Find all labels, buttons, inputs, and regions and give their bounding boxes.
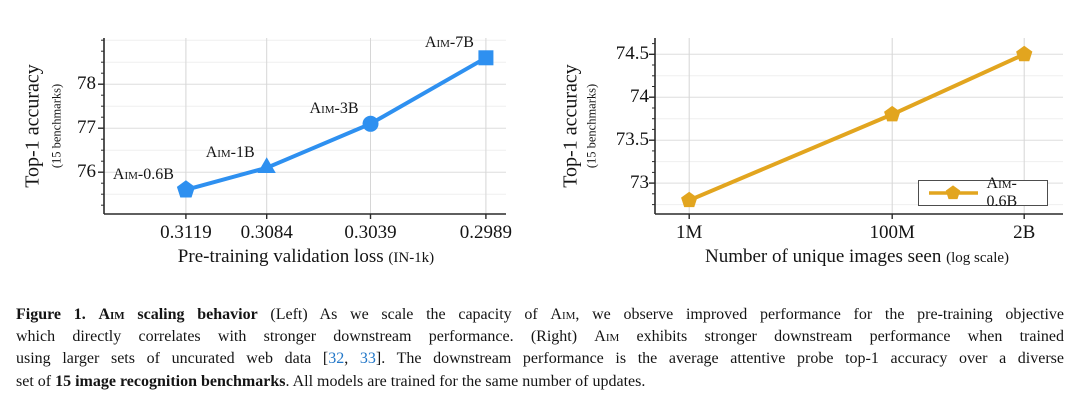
caption-text: 15 image recognition benchmarks <box>55 372 286 390</box>
caption-line: which directly correlates with stronger … <box>16 326 1064 348</box>
data-line <box>183 55 488 192</box>
caption-text: , we observe improved performance for th… <box>575 306 1065 323</box>
caption-text: Figure 1. <box>16 306 99 323</box>
x-tick-label: 0.3084 <box>240 222 293 243</box>
data-point-marker <box>176 180 195 198</box>
left-x-axis-label: Pre-training validation loss (IN-1k) <box>178 246 434 268</box>
x-tick-label: 2B <box>1013 222 1036 243</box>
data-point-marker <box>478 50 494 66</box>
caption-line: set of 15 image recognition benchmarks. … <box>16 371 1064 393</box>
citation-link[interactable]: 33 <box>359 350 376 368</box>
data-point-marker <box>884 105 901 122</box>
point-label: Aim-0.6B <box>112 165 174 183</box>
caption-text: Aim <box>550 306 576 323</box>
data-point-marker <box>681 191 698 208</box>
figure-caption: Figure 1. Aim scaling behavior (Left) As… <box>16 304 1064 393</box>
caption-text: Aim <box>594 328 620 346</box>
caption-text: using larger sets of uncurated web data … <box>16 350 329 368</box>
data-line <box>687 52 1027 203</box>
y-tick-label: 74.5 <box>615 43 649 65</box>
caption-text: , <box>344 350 360 368</box>
legend-box: Aim-0.6B <box>918 175 1048 210</box>
right-x-axis-label-text: Number of unique images seen <box>704 246 942 267</box>
data-point-marker <box>362 115 379 132</box>
right-y-axis-label: Top-1 accuracy <box>559 64 582 188</box>
legend-line-marker-icon <box>929 185 978 200</box>
caption-line: using larger sets of uncurated web data … <box>16 348 1064 370</box>
caption-text: Aim <box>98 306 125 323</box>
x-tick-label: 0.3119 <box>160 222 212 243</box>
caption-text: exhibits stronger downstream performance… <box>619 328 1064 346</box>
left-x-axis-label-text: Pre-training validation loss <box>177 246 384 267</box>
caption-text: . All models are trained for the same nu… <box>285 372 646 390</box>
data-point-marker <box>945 185 961 200</box>
caption-text: (Left) As we scale the capacity of <box>257 306 551 323</box>
right-x-axis-label-note: (log scale) <box>946 250 1010 266</box>
caption-text: ]. The downstream performance is the ave… <box>375 350 1065 368</box>
right-x-axis-label: Number of unique images seen (log scale) <box>705 246 1009 268</box>
right-y-axis-sublabel: (15 benchmarks) <box>584 83 599 169</box>
caption-text: set of <box>16 372 56 390</box>
x-tick-label: 0.3039 <box>344 222 397 243</box>
data-point-marker <box>1016 45 1033 62</box>
left-x-axis-label-note: (IN-1k) <box>388 250 435 266</box>
point-label: Aim-3B <box>309 99 359 117</box>
caption-line: Figure 1. Aim scaling behavior (Left) As… <box>16 304 1064 326</box>
left-y-axis-sublabel: (15 benchmarks) <box>49 83 64 169</box>
caption-text: which directly correlates with stronger … <box>16 328 595 346</box>
caption-text: scaling behavior <box>124 306 258 323</box>
plot-area <box>98 38 506 219</box>
point-label: Aim-1B <box>205 143 255 161</box>
data-point-marker <box>257 157 276 174</box>
y-tick-label: 73 <box>630 172 649 194</box>
x-tick-label: 1M <box>675 222 703 243</box>
point-label: Aim-7B <box>424 33 474 51</box>
legend-label: Aim-0.6B <box>986 175 1018 210</box>
left-y-axis-label: Top-1 accuracy <box>21 64 44 188</box>
x-tick-label: 0.2989 <box>459 222 513 243</box>
citation-link[interactable]: 32 <box>328 350 345 368</box>
x-tick-label: 100M <box>869 222 915 243</box>
